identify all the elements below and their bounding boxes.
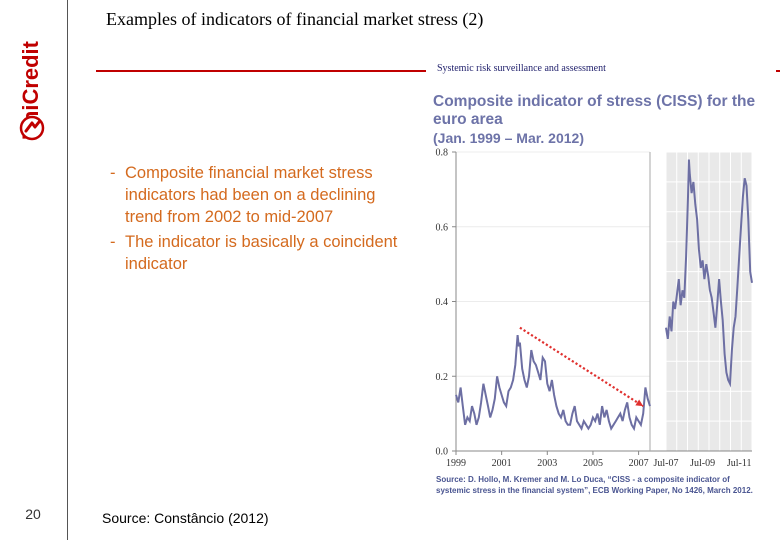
bullet-text: Composite financial market stress indica… [125,164,376,226]
zoom-x-tick-label: Jul-07 [654,458,679,469]
chart-source-note: Source: D. Hollo, M. Kremer and M. Lo Du… [436,475,753,495]
y-tick-label: 0.6 [436,222,449,233]
zoom-x-tick-label: Jul-09 [690,458,715,469]
title-rule-end [776,70,780,72]
y-tick-label: 0.0 [436,447,449,458]
ciss-zoom-series-line [665,159,753,388]
chart-title-line-2: euro area [433,111,503,128]
slide-title: Examples of indicators of financial mark… [106,9,484,29]
chart-title: Composite indicator of stress (CISS) for… [433,93,778,147]
y-tick-label: 0.8 [436,148,449,159]
zoom-x-tick-label: Jul-11 [727,458,752,469]
bullet-marker: - [110,233,116,251]
title-rule [96,70,426,72]
y-tick-label: 0.2 [436,372,449,383]
bullet-item: - Composite financial market stress indic… [110,162,410,228]
bullet-item: - The indicator is basically a coincident… [110,231,410,275]
ciss-series-line [455,334,651,432]
chart-title-line-1: Composite indicator of stress (CISS) for… [433,93,756,110]
chart-period: (Jan. 1999 – Mar. 2012) [433,130,584,146]
declining-trend-line [519,326,644,408]
footer-source: Source: Constâncio (2012) [102,510,269,526]
x-tick-label: 2005 [583,458,603,469]
sidebar: UniCredit 20 [0,0,68,540]
x-tick-label: 2003 [537,458,557,469]
trend-arrowhead-icon [635,399,644,407]
page-number: 20 [25,506,41,522]
x-tick-label: 2001 [492,458,512,469]
x-tick-label: 1999 [446,458,466,469]
bullet-text: The indicator is basically a coincident … [125,233,398,273]
bullet-list: - Composite financial market stress indic… [110,162,410,278]
y-tick-label: 0.4 [436,297,449,308]
brand-emblem-icon [19,115,45,141]
bullet-marker: - [110,164,116,182]
x-tick-label: 2007 [629,458,649,469]
section-subheading: Systemic risk surveillance and assessmen… [437,63,606,74]
